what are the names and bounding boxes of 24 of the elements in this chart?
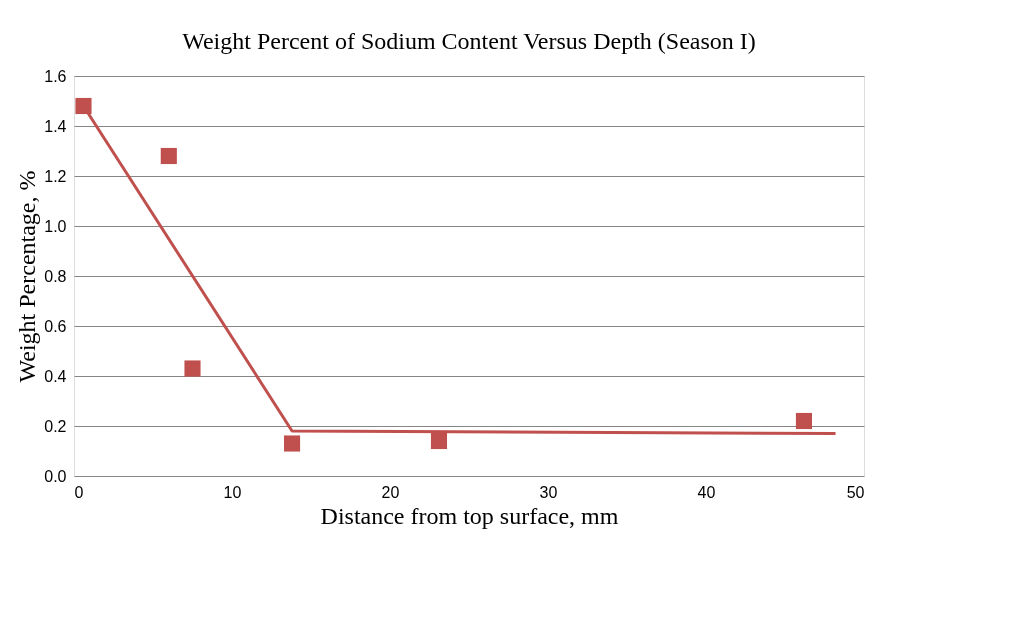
point: [283, 435, 301, 452]
y-tick-label: 0.0: [44, 467, 67, 485]
point: [160, 147, 177, 165]
point: [430, 432, 448, 450]
y-tick-label: 1.6: [44, 67, 67, 85]
x-axis-title: Distance from top surface, mm: [320, 502, 619, 529]
point: [184, 360, 201, 377]
y-tick-label: 1.4: [44, 117, 67, 135]
y-axis-title: Weight Percentage, %: [14, 170, 41, 383]
chart-title: Weight Percent of Sodium Content Versus Depth (Season I): [182, 28, 756, 54]
y-tick-label: 1.2: [44, 167, 67, 185]
y-tick-label: 1.0: [44, 217, 67, 235]
x-tick-label: 10: [223, 483, 242, 501]
point: [75, 97, 92, 115]
point: [795, 412, 813, 430]
y-tick-label: 0.2: [44, 417, 67, 435]
y-tick-label: 0.6: [44, 317, 67, 335]
y-tick-label: 0.4: [44, 367, 67, 385]
x-tick-label: 40: [697, 483, 716, 501]
x-tick-label: 30: [539, 483, 558, 501]
x-tick-label: 0: [74, 483, 84, 501]
y-tick-label: 0.8: [44, 267, 67, 285]
x-tick-label: 50: [846, 483, 865, 501]
x-tick-label: 20: [381, 483, 400, 501]
